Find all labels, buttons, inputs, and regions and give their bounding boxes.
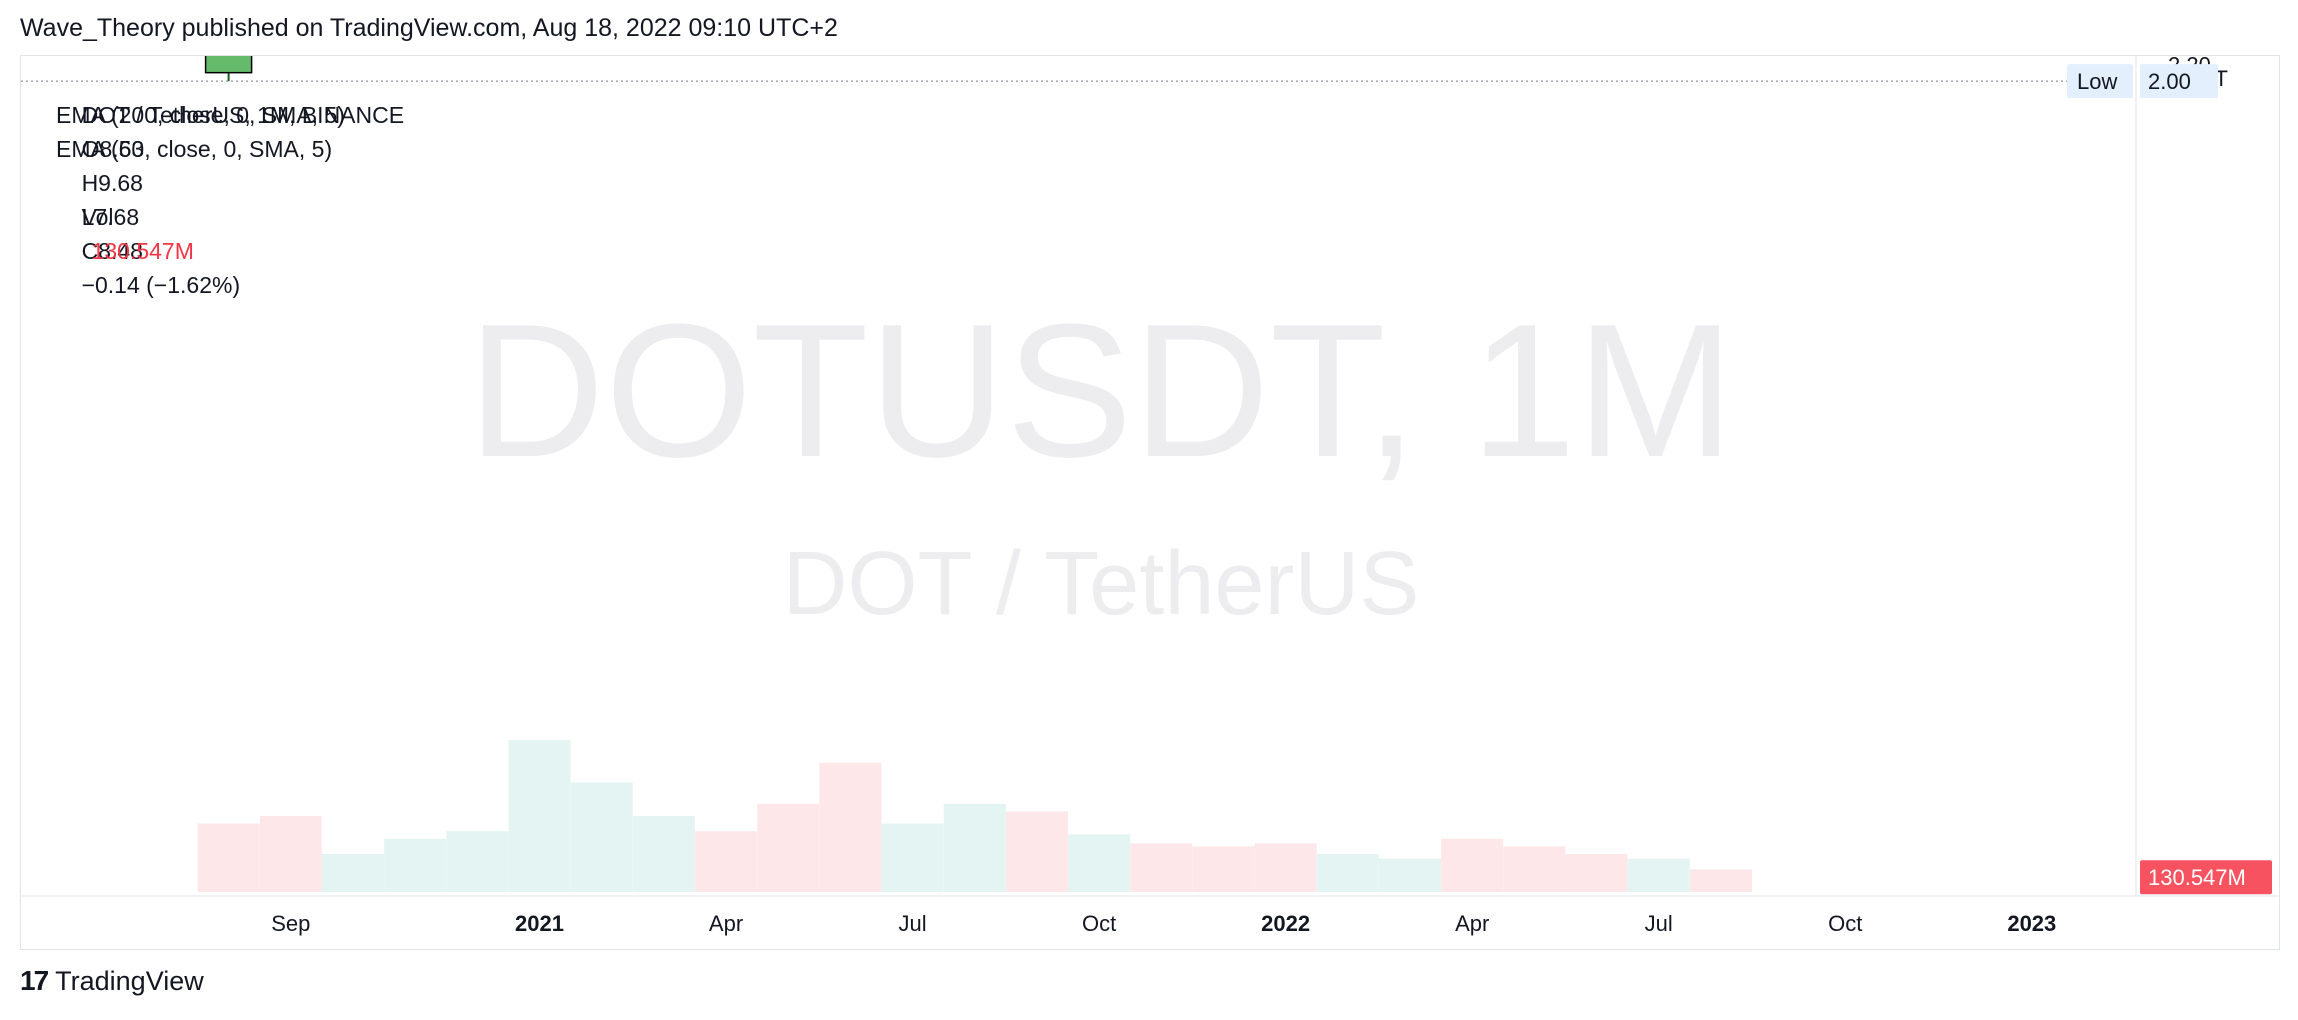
volume-bar xyxy=(819,762,882,892)
volume-value-badge-text: 130.547M xyxy=(2148,865,2246,890)
time-tick-label: 2022 xyxy=(1261,911,1310,936)
volume-bar xyxy=(1005,811,1068,892)
low-marker-label: Low xyxy=(2077,69,2117,94)
ohlc-close: C8.48 xyxy=(81,238,143,264)
candles xyxy=(204,56,253,82)
volume-bar xyxy=(446,831,509,892)
time-tick-label: Apr xyxy=(1455,911,1489,936)
time-tick-label: Oct xyxy=(1828,911,1862,936)
time-axis-ticks: Sep 2021 Apr Jul Oct 2022 Apr Jul Oct 2023 xyxy=(271,911,2056,936)
volume-bar xyxy=(757,803,820,892)
price-axis-background xyxy=(2136,56,2279,949)
volume-bar xyxy=(943,803,1006,892)
volume-legend-value: 130.547M xyxy=(91,238,194,264)
volume-legend-label: Vol xyxy=(81,204,114,230)
low-marker-label-bg xyxy=(2067,64,2133,99)
ema200-legend[interactable]: EMA (200, close, 0, SMA, 5) xyxy=(56,102,345,128)
volume-bar xyxy=(1627,858,1690,892)
volume-bar xyxy=(695,831,758,892)
tradingview-logo[interactable]: 17 TradingView xyxy=(20,965,204,997)
low-value-badge: 2.00 xyxy=(2140,64,2218,99)
volume-bar xyxy=(1441,838,1504,892)
volume-value-badge: 130.547M xyxy=(2140,860,2272,895)
volume-bar xyxy=(259,816,322,892)
low-value-badge-bg xyxy=(2140,64,2218,99)
volume-legend[interactable]: Vol 130.547M xyxy=(56,166,194,302)
symbol-legend[interactable]: DOT / TetherUS, 1M, BINANCE O8.63 H9.68 … xyxy=(56,64,417,336)
volume-bar xyxy=(632,816,695,892)
volume-bar xyxy=(197,823,260,892)
volume-series xyxy=(197,740,1752,892)
time-tick-label: Apr xyxy=(709,911,743,936)
volume-bar xyxy=(1192,846,1255,892)
time-tick-label: 2021 xyxy=(515,911,564,936)
volume-bar xyxy=(1130,843,1193,892)
tradingview-mark-icon: 17 xyxy=(20,965,49,996)
watermark-name: DOT / TetherUS xyxy=(783,534,1420,634)
volume-bar xyxy=(321,854,384,892)
publisher-header: Wave_Theory published on TradingView.com… xyxy=(20,14,838,42)
volume-bar xyxy=(881,823,944,892)
time-tick-label: 2023 xyxy=(2007,911,2056,936)
time-tick-label: Jul xyxy=(899,911,927,936)
low-value-badge-text: 2.00 xyxy=(2148,69,2191,94)
time-tick-label: Sep xyxy=(271,911,310,936)
watermark-ticker: DOTUSDT, 1M xyxy=(468,285,1735,497)
candle-body xyxy=(204,56,253,74)
volume-bar xyxy=(1068,834,1131,892)
time-tick-label: Jul xyxy=(1645,911,1673,936)
volume-bar xyxy=(570,782,633,892)
ohlc-open: O8.63 xyxy=(81,136,145,162)
volume-bar xyxy=(1689,869,1752,892)
volume-value-badge-bg xyxy=(2140,860,2272,895)
time-tick-label: Oct xyxy=(1082,911,1116,936)
volume-bar xyxy=(508,740,571,892)
volume-bar xyxy=(1316,854,1379,892)
time-axis-background xyxy=(21,896,2279,949)
ohlc-high: H9.68 xyxy=(81,170,143,196)
symbol-line[interactable]: DOT / TetherUS, 1M, BINANCE xyxy=(81,102,405,128)
volume-bar xyxy=(1254,843,1317,892)
ohlc-low: L7.68 xyxy=(81,204,140,230)
tradingview-brand: TradingView xyxy=(55,965,204,996)
volume-bar xyxy=(384,838,447,892)
ema50-legend[interactable]: EMA (50, close, 0, SMA, 5) xyxy=(56,136,333,162)
volume-bar xyxy=(1503,846,1566,892)
volume-bar xyxy=(1565,854,1628,892)
volume-bar xyxy=(1379,858,1442,892)
ohlc-change: −0.14 (−1.62%) xyxy=(81,272,241,298)
